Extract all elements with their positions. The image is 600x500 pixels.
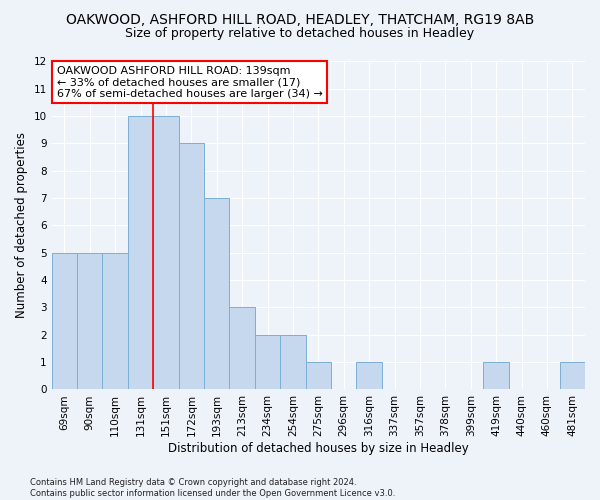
Y-axis label: Number of detached properties: Number of detached properties [15,132,28,318]
Bar [356,362,382,390]
Text: Contains HM Land Registry data © Crown copyright and database right 2024.
Contai: Contains HM Land Registry data © Crown c… [30,478,395,498]
Bar [52,253,77,390]
Bar [204,198,229,390]
Text: OAKWOOD ASHFORD HILL ROAD: 139sqm
← 33% of detached houses are smaller (17)
67% : OAKWOOD ASHFORD HILL ROAD: 139sqm ← 33% … [57,66,323,99]
Bar [229,308,255,390]
Bar [77,253,103,390]
Bar [484,362,509,390]
Bar [305,362,331,390]
Text: Size of property relative to detached houses in Headley: Size of property relative to detached ho… [125,28,475,40]
X-axis label: Distribution of detached houses by size in Headley: Distribution of detached houses by size … [168,442,469,455]
Bar [128,116,153,390]
Text: OAKWOOD, ASHFORD HILL ROAD, HEADLEY, THATCHAM, RG19 8AB: OAKWOOD, ASHFORD HILL ROAD, HEADLEY, THA… [66,12,534,26]
Bar [255,335,280,390]
Bar [560,362,585,390]
Bar [103,253,128,390]
Bar [179,144,204,390]
Bar [153,116,179,390]
Bar [280,335,305,390]
